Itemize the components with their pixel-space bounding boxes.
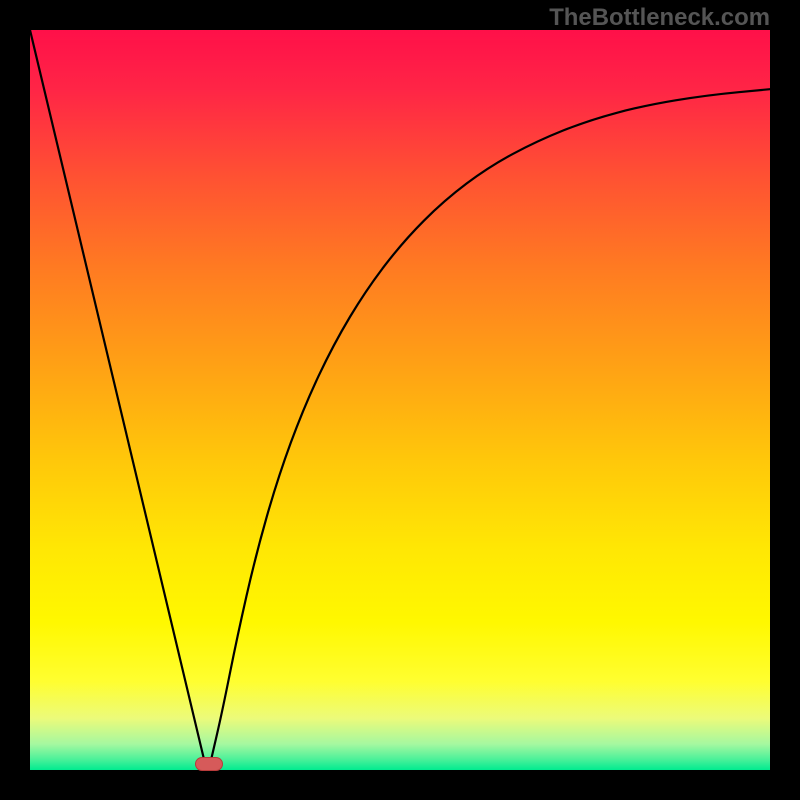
bottleneck-curve: [30, 30, 770, 770]
plot-area: [30, 30, 770, 770]
optimal-point-marker: [195, 757, 223, 771]
chart-frame: TheBottleneck.com: [0, 0, 800, 800]
watermark-text: TheBottleneck.com: [549, 4, 770, 32]
